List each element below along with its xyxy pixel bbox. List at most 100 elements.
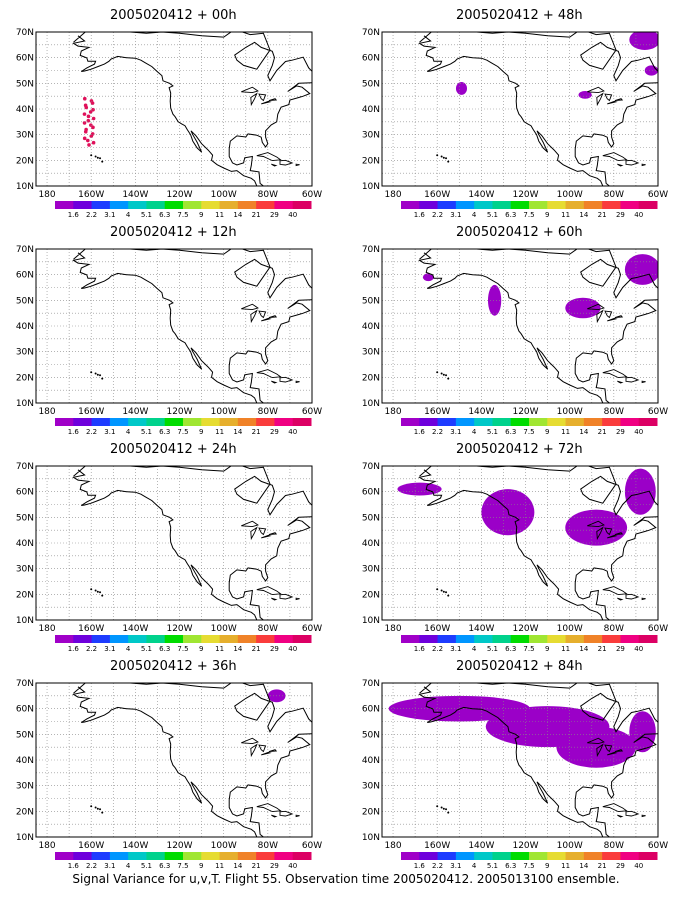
coastline bbox=[258, 310, 267, 319]
colorbar-segment bbox=[219, 418, 239, 426]
coastline bbox=[602, 586, 628, 596]
colorbar-label: 29 bbox=[616, 645, 625, 651]
colorbar-label: 40 bbox=[634, 428, 643, 434]
observation-point bbox=[91, 116, 96, 121]
colorbar-label: 14 bbox=[579, 862, 588, 868]
lon-tick-label: 180 bbox=[384, 841, 401, 851]
lat-tick-label: 20N bbox=[16, 590, 34, 600]
colorbar-segment bbox=[109, 635, 129, 643]
colorbar-segment bbox=[529, 635, 548, 643]
observation-point bbox=[89, 123, 93, 127]
colorbar-label: 6.3 bbox=[159, 645, 170, 651]
map-frame bbox=[35, 465, 313, 621]
colorbar-segment bbox=[55, 852, 74, 860]
colorbar-label: 4 bbox=[126, 211, 131, 217]
colorbar-segment bbox=[401, 635, 420, 643]
colorbar-label: 3.1 bbox=[104, 862, 115, 868]
lon-tick-label: 140W bbox=[122, 841, 148, 851]
lat-tick-label: 10N bbox=[16, 399, 34, 409]
coastline bbox=[99, 157, 102, 160]
coastline bbox=[641, 597, 646, 601]
coastline bbox=[614, 749, 624, 752]
colorbar-label: 14 bbox=[579, 428, 588, 434]
lat-tick-label: 30N bbox=[362, 782, 380, 792]
colorbar-segment bbox=[201, 201, 221, 209]
observation-point bbox=[88, 110, 93, 114]
coastline bbox=[241, 303, 259, 311]
lat-tick-label: 30N bbox=[362, 348, 380, 358]
coastline bbox=[96, 373, 99, 376]
lon-tick-label: 160W bbox=[424, 624, 450, 634]
lon-tick-label: 140W bbox=[468, 407, 494, 417]
colorbar-segment bbox=[620, 418, 640, 426]
coastline bbox=[99, 374, 102, 377]
colorbar-segment bbox=[274, 635, 294, 643]
colorbar-segment bbox=[583, 201, 603, 209]
lon-tick-label: 60W bbox=[648, 407, 668, 417]
colorbar-segment bbox=[620, 201, 640, 209]
panel-title: 2005020412 + 72h bbox=[456, 442, 583, 457]
colorbar-label: 7.5 bbox=[177, 862, 188, 868]
lon-tick-label: 60W bbox=[648, 841, 668, 851]
coastline bbox=[258, 93, 267, 102]
map-panel: 2005020412 + 48h 10N 20N 30N 40N 50N 60N 70N 180… bbox=[346, 0, 692, 217]
coastline bbox=[241, 520, 259, 528]
colorbar-label: 2.2 bbox=[432, 862, 443, 868]
coastline bbox=[442, 807, 445, 810]
lat-tick-label: 40N bbox=[16, 756, 34, 766]
colorbar-label: 3.1 bbox=[450, 645, 461, 651]
colorbar-label: 5.1 bbox=[487, 645, 498, 651]
observation-point bbox=[82, 96, 87, 101]
variance-field bbox=[556, 726, 636, 768]
coastline bbox=[445, 374, 448, 377]
colorbar-segment bbox=[455, 201, 475, 209]
colorbar-label: 11 bbox=[561, 862, 570, 868]
coastline bbox=[279, 376, 294, 383]
coastline bbox=[418, 683, 658, 837]
map-frame bbox=[381, 682, 659, 838]
colorbar-label: 4 bbox=[126, 428, 131, 434]
coastline bbox=[587, 520, 605, 528]
colorbar-segment bbox=[164, 852, 184, 860]
colorbar-segment bbox=[547, 201, 567, 209]
colorbar-label: 7.5 bbox=[523, 862, 534, 868]
map-frame bbox=[35, 682, 313, 838]
lon-tick-label: 180 bbox=[38, 841, 55, 851]
colorbar-label: 4 bbox=[126, 645, 131, 651]
lon-tick-label: 160W bbox=[78, 407, 104, 417]
coastline bbox=[445, 808, 448, 811]
colorbar-label: 6.3 bbox=[505, 862, 516, 868]
colorbar-segment bbox=[510, 201, 530, 209]
lat-tick-label: 50N bbox=[362, 513, 380, 523]
colorbar-label: 1.6 bbox=[68, 645, 80, 651]
colorbar-segment bbox=[292, 635, 312, 643]
colorbar-segment bbox=[256, 418, 275, 426]
variance-field bbox=[422, 273, 434, 282]
coastline bbox=[625, 593, 640, 600]
lon-tick-label: 100W bbox=[557, 407, 583, 417]
lon-tick-label: 60W bbox=[302, 190, 322, 200]
lat-tick-label: 60N bbox=[362, 54, 380, 64]
lon-tick-label: 140W bbox=[468, 841, 494, 851]
colorbar-segment bbox=[437, 418, 457, 426]
colorbar-label: 9 bbox=[545, 428, 549, 434]
lat-tick-label: 20N bbox=[362, 156, 380, 166]
coastline bbox=[602, 369, 628, 379]
map-panel: 2005020412 + 60h 10N 20N 30N 40N 50N 60N 70N 180… bbox=[346, 217, 692, 434]
colorbar-label: 40 bbox=[288, 862, 297, 868]
lon-tick-label: 60W bbox=[302, 407, 322, 417]
colorbar-segment bbox=[146, 201, 166, 209]
coastline bbox=[596, 743, 604, 758]
lat-tick-label: 10N bbox=[16, 616, 34, 626]
figure-caption: Signal Variance for u,v,T. Flight 55. Ob… bbox=[72, 872, 620, 886]
coastline bbox=[256, 586, 282, 596]
lat-tick-label: 40N bbox=[362, 322, 380, 332]
colorbar-label: 2.2 bbox=[432, 428, 443, 434]
coastline bbox=[261, 751, 272, 756]
colorbar-segment bbox=[164, 635, 184, 643]
lat-tick-label: 50N bbox=[362, 296, 380, 306]
coastline bbox=[440, 155, 443, 158]
colorbar-label: 1.6 bbox=[68, 862, 80, 868]
colorbar-segment bbox=[91, 852, 111, 860]
coastline bbox=[279, 159, 294, 166]
